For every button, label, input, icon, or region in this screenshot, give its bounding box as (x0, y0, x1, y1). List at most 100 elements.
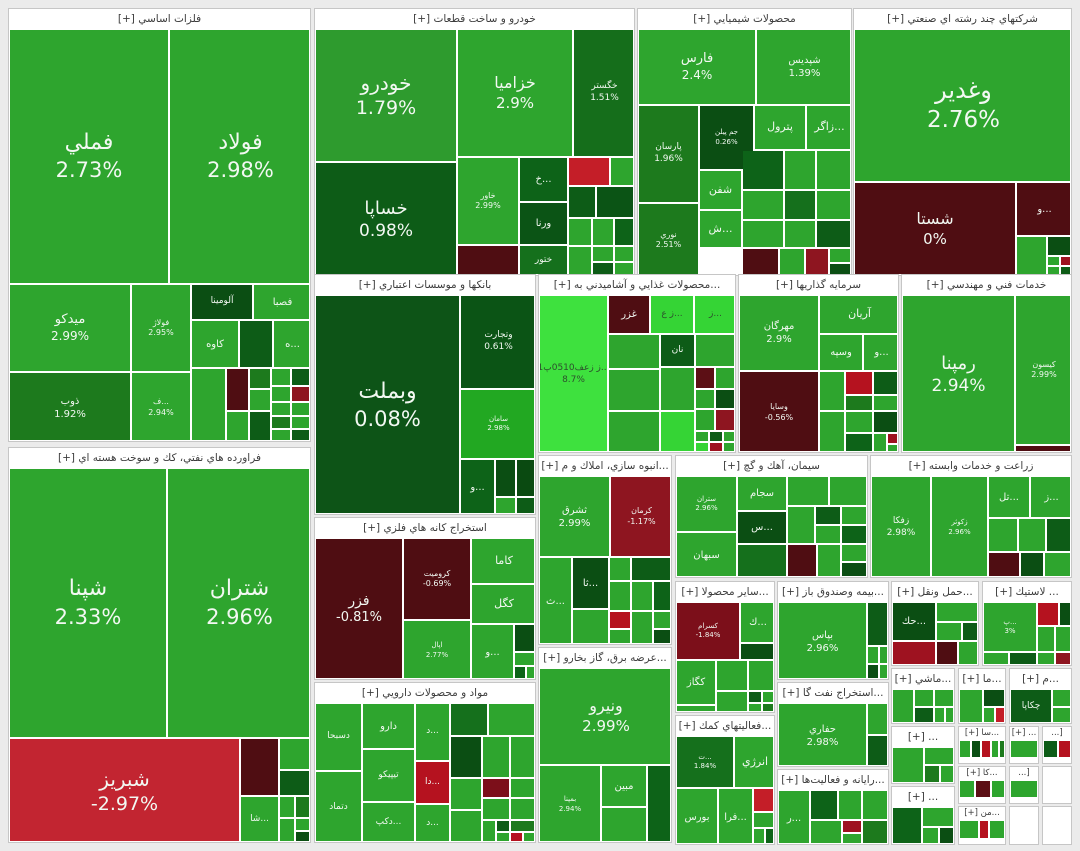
treemap-tile-small[interactable] (511, 833, 522, 841)
treemap-tile-small[interactable] (1053, 690, 1070, 706)
treemap-tile-small[interactable] (593, 263, 613, 274)
treemap-tile-small[interactable] (648, 766, 670, 841)
treemap-tile-small[interactable] (937, 623, 961, 640)
treemap-tile-small[interactable] (716, 390, 734, 408)
treemap-tile[interactable]: ...دكپ (363, 803, 414, 841)
treemap-tile[interactable]: غزر (609, 296, 649, 333)
treemap-tile-small[interactable] (227, 369, 248, 410)
treemap-tile-small[interactable] (820, 372, 844, 410)
treemap-tile-small[interactable] (976, 781, 990, 797)
treemap-tile-small[interactable] (609, 370, 659, 410)
treemap-tile-small[interactable] (610, 612, 630, 628)
treemap-tile-small[interactable] (609, 335, 659, 368)
treemap-tile-small[interactable] (610, 558, 630, 580)
treemap-tile-small[interactable] (696, 335, 734, 366)
treemap-tile-small[interactable] (989, 553, 1019, 576)
treemap-tile-small[interactable] (738, 545, 786, 576)
treemap-tile-small[interactable] (1038, 653, 1054, 664)
treemap-tile-small[interactable] (489, 704, 534, 735)
sector-title[interactable]: ...رايانه و فعاليت‌ها [+] (778, 770, 888, 790)
treemap-tile-small[interactable] (1017, 237, 1046, 274)
treemap-tile-small[interactable] (846, 434, 872, 451)
treemap-tile-small[interactable] (743, 191, 783, 219)
treemap-tile-small[interactable] (632, 582, 652, 610)
treemap-tile-small[interactable] (296, 819, 309, 830)
treemap-tile[interactable]: ذوب 1.92% (10, 373, 130, 440)
treemap-tile[interactable]: اپال 2.77% (404, 621, 470, 678)
treemap-tile[interactable]: شفن (700, 171, 741, 209)
treemap-tile-small[interactable] (1011, 741, 1037, 757)
treemap-tile[interactable]: فارس 2.4% (639, 30, 755, 104)
treemap-tile-small[interactable] (716, 368, 734, 388)
treemap-tile-small[interactable] (250, 412, 270, 440)
treemap-tile-small[interactable] (610, 582, 630, 610)
treemap-tile-small[interactable] (451, 779, 481, 809)
treemap-tile-small[interactable] (1061, 267, 1070, 274)
treemap-tile[interactable]: ...د (416, 704, 449, 760)
treemap-tile-small[interactable] (597, 187, 633, 217)
treemap-tile-small[interactable] (868, 665, 878, 678)
treemap-tile-small[interactable] (496, 498, 515, 513)
treemap-tile-small[interactable] (925, 766, 939, 782)
sector-title[interactable] (1043, 767, 1071, 780)
treemap-tile[interactable]: ...حك (893, 603, 935, 640)
treemap-tile[interactable]: ختور (520, 246, 567, 274)
treemap-tile-small[interactable] (280, 739, 309, 769)
treemap-tile-small[interactable] (292, 403, 309, 415)
sector-title[interactable]: ...ما [+] (959, 669, 1005, 689)
treemap-tile[interactable]: وسايا -0.56% (740, 372, 818, 451)
treemap-tile-small[interactable] (1056, 627, 1070, 651)
treemap-tile-small[interactable] (451, 704, 487, 735)
treemap-tile[interactable]: پترول (755, 106, 805, 149)
treemap-tile-small[interactable] (880, 647, 887, 663)
treemap-tile-small[interactable] (483, 779, 509, 797)
treemap-tile[interactable]: آريان (820, 296, 897, 333)
treemap-tile-small[interactable] (296, 832, 309, 841)
treemap-tile-small[interactable] (984, 708, 994, 722)
treemap-tile-small[interactable] (1016, 446, 1070, 451)
treemap-tile-small[interactable] (863, 791, 887, 819)
treemap-tile[interactable]: سامان 2.98% (461, 390, 534, 458)
treemap-tile-small[interactable] (984, 690, 1004, 706)
treemap-tile[interactable]: وتجارت 0.61% (461, 296, 534, 388)
treemap-tile-small[interactable] (842, 545, 866, 561)
treemap-tile-small[interactable] (940, 828, 953, 843)
sector-title[interactable]: ...ساير محصولا [+] (676, 582, 774, 602)
treemap-tile-small[interactable] (935, 708, 944, 722)
treemap-tile-small[interactable] (696, 368, 714, 388)
treemap-tile[interactable]: ...ش (700, 211, 741, 247)
treemap-tile-small[interactable] (996, 708, 1004, 722)
sector-title[interactable]: ... [+] (892, 787, 954, 807)
treemap-tile-small[interactable] (893, 748, 923, 782)
treemap-tile-small[interactable] (839, 791, 861, 819)
treemap-tile[interactable]: بپاس 2.96% (779, 603, 866, 678)
treemap-tile-small[interactable] (972, 741, 980, 757)
treemap-tile-small[interactable] (1000, 741, 1004, 757)
treemap-tile[interactable]: جم پيلن 0.26% (700, 106, 753, 169)
treemap-tile[interactable]: ...ز (1031, 477, 1070, 517)
treemap-tile-small[interactable] (1060, 603, 1070, 625)
treemap-tile-small[interactable] (754, 829, 764, 843)
treemap-tile-small[interactable] (511, 779, 534, 797)
treemap-tile-small[interactable] (710, 432, 722, 441)
treemap-tile-small[interactable] (923, 808, 953, 826)
sector-title[interactable]: [... (1043, 727, 1071, 740)
treemap-tile[interactable]: ...د (416, 805, 449, 841)
treemap-tile-small[interactable] (874, 434, 886, 451)
sector-title[interactable]: ...من [+] (959, 807, 1005, 820)
treemap-tile[interactable]: وسپه (820, 335, 862, 370)
treemap-tile-small[interactable] (874, 396, 897, 410)
treemap-tile-small[interactable] (842, 526, 866, 543)
treemap-tile-small[interactable] (888, 434, 897, 443)
treemap-tile-small[interactable] (602, 808, 646, 841)
sector-title[interactable]: ... [+] (1010, 727, 1038, 740)
sector-title[interactable]: استخراج كانه هاي فلزي [+] (315, 518, 535, 538)
treemap-tile-small[interactable] (960, 821, 978, 838)
treemap-tile-small[interactable] (893, 642, 935, 664)
treemap-tile-small[interactable] (272, 369, 290, 385)
treemap-tile-small[interactable] (874, 372, 897, 394)
treemap-tile-small[interactable] (292, 369, 309, 385)
treemap-tile[interactable]: مهرگان 2.9% (740, 296, 818, 370)
treemap-tile[interactable]: تيپيكو (363, 750, 414, 801)
treemap-tile-small[interactable] (696, 390, 714, 408)
